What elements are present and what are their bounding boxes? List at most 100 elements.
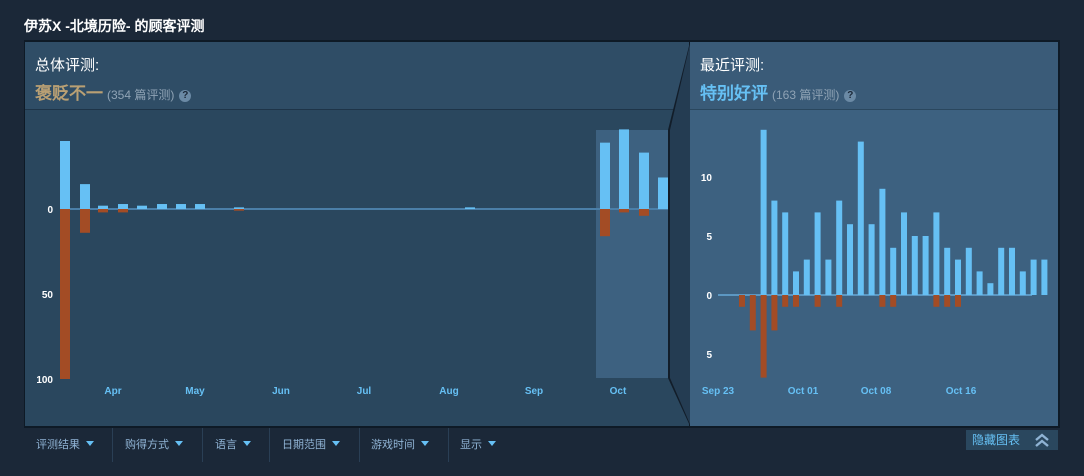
overall-summary-header: 总体评测: 褒贬不一 (354 篇评测)? <box>25 42 689 110</box>
filter-label: 语言 <box>215 439 237 451</box>
zoom-funnel <box>668 42 692 426</box>
positive-bar <box>814 212 821 295</box>
negative-bar <box>955 295 961 307</box>
recent-histogram-chart[interactable]: 10 5 0 5 Sep 23 Oct 01 Oct 08 Oct 16 <box>690 42 1058 426</box>
recent-summary-header: 最近评测: 特别好评 (163 篇评测)? <box>690 42 1058 110</box>
y-tick-label: 10 <box>701 173 713 184</box>
y-tick-label: 0 <box>706 291 712 302</box>
page-title: 伊苏X -北境历险- 的顾客评测 <box>24 18 205 34</box>
filter-label: 日期范围 <box>282 439 326 451</box>
filter-date-range[interactable]: 日期范围 <box>271 428 360 462</box>
negative-bar <box>760 295 767 378</box>
positive-bar <box>80 184 90 209</box>
recent-reviews-panel: 最近评测: 特别好评 (163 篇评测)? 10 5 0 5 Sep 23 Oct 01 Oc… <box>690 42 1058 426</box>
filter-display[interactable]: 显示 <box>449 428 529 462</box>
recent-rating[interactable]: 特别好评 <box>700 84 768 103</box>
negative-bar <box>944 295 951 307</box>
positive-bar <box>944 247 951 295</box>
negative-bar <box>793 295 799 307</box>
caret-down-icon <box>421 441 429 446</box>
positive-bar <box>465 207 475 209</box>
positive-bar <box>195 204 205 209</box>
caret-down-icon <box>332 441 340 446</box>
positive-bar <box>137 205 147 209</box>
recent-summary-label: 最近评测: <box>700 57 765 74</box>
negative-bar <box>234 209 244 211</box>
positive-bar <box>825 259 832 295</box>
positive-bar <box>911 236 918 295</box>
x-tick-label: Aug <box>439 386 458 397</box>
positive-bar <box>1019 271 1026 295</box>
filter-label: 评测结果 <box>36 439 80 451</box>
positive-bar <box>987 283 994 295</box>
negative-bar <box>639 209 649 216</box>
positive-bar <box>157 204 167 209</box>
review-filter-bar: 评测结果 购得方式 语言 日期范围 游戏时间 显示 <box>25 428 961 462</box>
negative-bar <box>836 295 843 307</box>
y-tick-label: 50 <box>42 290 54 301</box>
caret-down-icon <box>86 441 94 446</box>
help-icon[interactable]: ? <box>179 90 192 102</box>
filter-label: 购得方式 <box>125 439 169 451</box>
x-tick-label: Sep <box>525 386 543 397</box>
positive-bar <box>965 247 972 295</box>
negative-bar <box>749 295 756 331</box>
positive-bar <box>118 204 128 209</box>
overall-histogram-chart[interactable]: 0 50 100 Apr May Jun Jul Aug Sep Oct <box>25 42 689 426</box>
x-tick-label: Oct 01 <box>788 386 819 397</box>
filter-playtime[interactable]: 游戏时间 <box>360 428 449 462</box>
x-tick-label: Apr <box>104 386 121 397</box>
recent-summary-line: 特别好评 (163 篇评测)? <box>700 79 857 104</box>
negative-bar <box>80 209 90 233</box>
positive-bar <box>803 259 810 295</box>
positive-bar <box>782 212 789 295</box>
positive-bar <box>1009 247 1015 295</box>
x-tick-label: Oct 08 <box>861 386 892 397</box>
filter-review-type[interactable]: 评测结果 <box>25 428 113 462</box>
positive-bar <box>998 247 1005 295</box>
negative-bar <box>98 209 108 213</box>
hide-graph-button[interactable]: 隐藏图表 <box>966 430 1058 450</box>
hide-graph-label: 隐藏图表 <box>972 433 1021 447</box>
filter-purchase-type[interactable]: 购得方式 <box>114 428 203 462</box>
positive-bar <box>847 224 853 295</box>
caret-down-icon <box>243 441 251 446</box>
filter-label: 游戏时间 <box>371 439 415 451</box>
y-tick-label: 0 <box>47 205 53 216</box>
negative-bar <box>739 295 745 307</box>
negative-bar <box>600 209 610 237</box>
overall-review-count: (354 篇评测) <box>107 88 175 102</box>
negative-bar <box>879 295 886 307</box>
x-tick-label: Sep 23 <box>702 386 735 397</box>
positive-bar <box>98 205 108 209</box>
x-tick-label: Oct <box>610 386 627 397</box>
overall-reviews-panel: 总体评测: 褒贬不一 (354 篇评测)? 0 50 100 Apr May Jun Jul A… <box>25 42 689 426</box>
positive-bar <box>771 200 778 295</box>
x-tick-label: Oct 16 <box>946 386 977 397</box>
positive-bar <box>760 129 767 295</box>
positive-bar <box>1041 259 1048 295</box>
overall-rating[interactable]: 褒贬不一 <box>35 84 103 103</box>
negative-bar <box>890 295 897 307</box>
positive-bar <box>933 212 940 295</box>
x-tick-label: Jul <box>357 386 372 397</box>
negative-bar <box>933 295 940 307</box>
overall-summary-line: 褒贬不一 (354 篇评测)? <box>35 79 192 104</box>
positive-bar <box>619 129 629 209</box>
positive-bar <box>836 200 843 295</box>
negative-bar <box>771 295 778 331</box>
help-icon[interactable]: ? <box>844 90 857 102</box>
caret-down-icon <box>488 441 496 446</box>
positive-bar <box>879 188 886 295</box>
positive-bar <box>793 271 799 295</box>
overall-summary-label: 总体评测: <box>35 57 100 74</box>
positive-bar <box>1030 259 1037 295</box>
positive-bar <box>176 204 186 209</box>
positive-bar <box>600 142 610 209</box>
positive-bar <box>234 207 244 209</box>
filter-language[interactable]: 语言 <box>204 428 270 462</box>
recent-review-count: (163 篇评测) <box>772 88 840 102</box>
positive-bar <box>857 141 864 295</box>
positive-bar <box>639 152 649 209</box>
y-tick-label: 5 <box>706 232 712 243</box>
